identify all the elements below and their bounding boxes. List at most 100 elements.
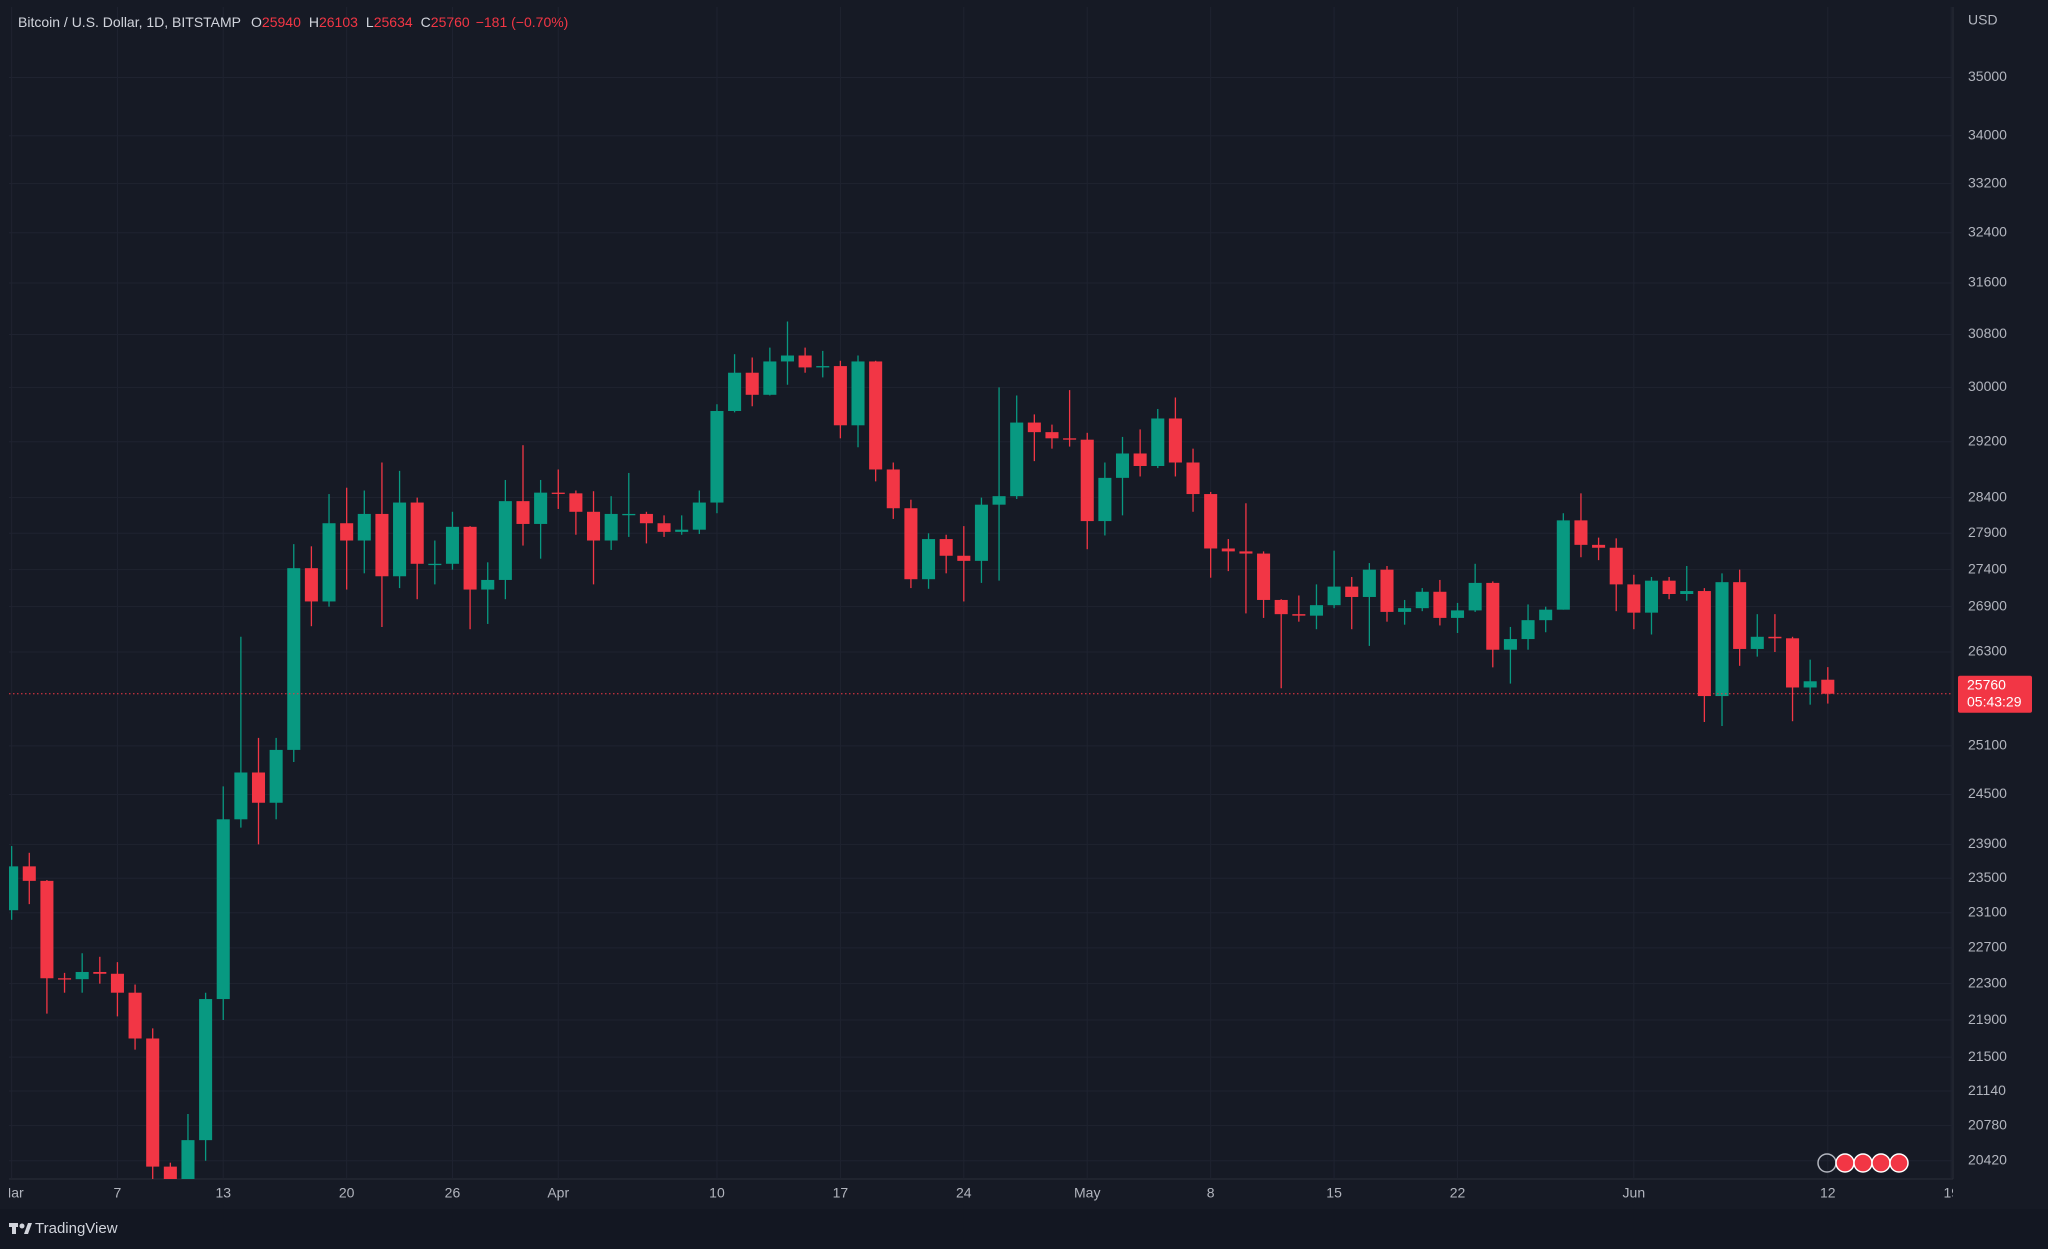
candle-body xyxy=(1574,520,1588,545)
candle-body xyxy=(1715,582,1729,697)
candle-body xyxy=(1168,418,1182,463)
y-tick-label: 22700 xyxy=(1968,939,2007,955)
y-tick-label: 21500 xyxy=(1968,1048,2007,1064)
change: −181 (−0.70%) xyxy=(476,14,569,30)
candle-body xyxy=(1345,586,1359,597)
candle-body xyxy=(922,539,936,580)
candle-body xyxy=(728,372,742,412)
candle-body xyxy=(780,355,795,362)
icon xyxy=(1853,1153,1873,1173)
candle-body xyxy=(816,366,830,368)
candle-body xyxy=(481,579,495,590)
field-value: 25634 xyxy=(374,14,413,30)
candle-body xyxy=(851,361,865,426)
candle-body xyxy=(534,492,548,524)
candle-body xyxy=(516,501,530,524)
candle-body xyxy=(1186,462,1200,495)
y-tick-label: 23100 xyxy=(1968,904,2007,920)
candle-body xyxy=(1257,553,1271,600)
candle-body xyxy=(1733,582,1747,649)
candle-body xyxy=(569,493,583,512)
candle-body xyxy=(1362,569,1376,597)
candle-body xyxy=(322,523,336,602)
candle-body xyxy=(1274,599,1288,615)
candle-body xyxy=(798,355,812,368)
x-tick-label: 7 xyxy=(114,1185,122,1201)
y-tick-label: 23500 xyxy=(1968,869,2007,885)
logo-part xyxy=(12,1223,16,1234)
candle-body xyxy=(110,973,124,993)
candle-body xyxy=(269,749,283,803)
candle-body xyxy=(639,513,653,524)
candle-body xyxy=(1680,591,1694,595)
candle-body xyxy=(375,513,389,577)
y-tick-label: 35000 xyxy=(1968,68,2007,84)
candle-body xyxy=(1750,636,1764,649)
candle-body xyxy=(1292,614,1306,616)
candle-body xyxy=(199,999,213,1141)
legend-header: Bitcoin / U.S. Dollar, 1D, BITSTAMP O2594… xyxy=(18,14,568,30)
candle-body xyxy=(1133,453,1147,466)
y-axis: 20420 20780 21140 21500 21900 22300 22700 23100… xyxy=(1968,68,2007,1167)
candle-body xyxy=(410,502,424,564)
candle-body xyxy=(234,772,248,820)
x-tick-label: 12 xyxy=(1820,1185,1836,1201)
candle-body xyxy=(251,772,266,803)
candle-body xyxy=(939,539,953,556)
candle-body xyxy=(675,529,689,532)
candle-body xyxy=(1662,580,1676,595)
candle-body xyxy=(1151,418,1165,466)
last-price-box xyxy=(1958,675,2032,713)
candle-body xyxy=(1786,638,1800,688)
candle-body xyxy=(1010,422,1024,497)
candle-body xyxy=(1309,605,1323,616)
candle-body xyxy=(340,523,354,541)
candle-body xyxy=(146,1038,160,1167)
candle-body xyxy=(1027,422,1041,433)
candle-body xyxy=(181,1140,195,1179)
candle-body xyxy=(604,513,618,541)
candle-body xyxy=(1592,544,1606,548)
candle-body xyxy=(1644,580,1659,613)
y-tick-label: 30800 xyxy=(1968,325,2007,341)
candle-body xyxy=(75,971,89,980)
y-tick-label: 27400 xyxy=(1968,560,2007,576)
x-tick-label: Jun xyxy=(1623,1185,1646,1201)
y-tick-label: 25100 xyxy=(1968,737,2007,753)
candle-body xyxy=(216,819,230,1000)
icon xyxy=(1871,1153,1891,1173)
candle-body xyxy=(9,866,19,911)
y-tick-label: 24500 xyxy=(1968,785,2007,801)
candle-body xyxy=(1380,569,1394,612)
y-tick-label: 26900 xyxy=(1968,597,2007,613)
candle-body xyxy=(1697,591,1711,697)
candle-body xyxy=(745,372,759,395)
field-label: L xyxy=(366,14,374,30)
candle-body xyxy=(957,555,971,561)
candle-body xyxy=(1045,432,1059,439)
candle-body xyxy=(1080,439,1094,522)
candle-body xyxy=(163,1166,177,1179)
candle-body xyxy=(1415,591,1429,609)
candle-body xyxy=(1115,453,1130,478)
candle-body xyxy=(1539,609,1553,621)
field-label: C xyxy=(421,14,431,30)
x-tick-label: 19 xyxy=(1943,1185,1959,1201)
y-tick-label: 29200 xyxy=(1968,432,2007,448)
candle-body xyxy=(393,502,407,577)
countdown-label: 05:43:29 xyxy=(1967,693,2022,709)
candle-body xyxy=(1556,520,1570,610)
field-value: 26103 xyxy=(319,14,358,30)
grid xyxy=(9,7,1953,1179)
candle-body xyxy=(40,880,54,979)
candle-body xyxy=(904,508,918,580)
candle-body xyxy=(128,992,142,1039)
candle-body xyxy=(428,563,442,566)
event-icons xyxy=(1817,1153,1909,1173)
x-tick-label: Mar xyxy=(0,1185,24,1201)
y-tick-label: 34000 xyxy=(1968,127,2007,143)
candles xyxy=(9,321,1953,1179)
y-tick-label: 20420 xyxy=(1968,1151,2007,1167)
